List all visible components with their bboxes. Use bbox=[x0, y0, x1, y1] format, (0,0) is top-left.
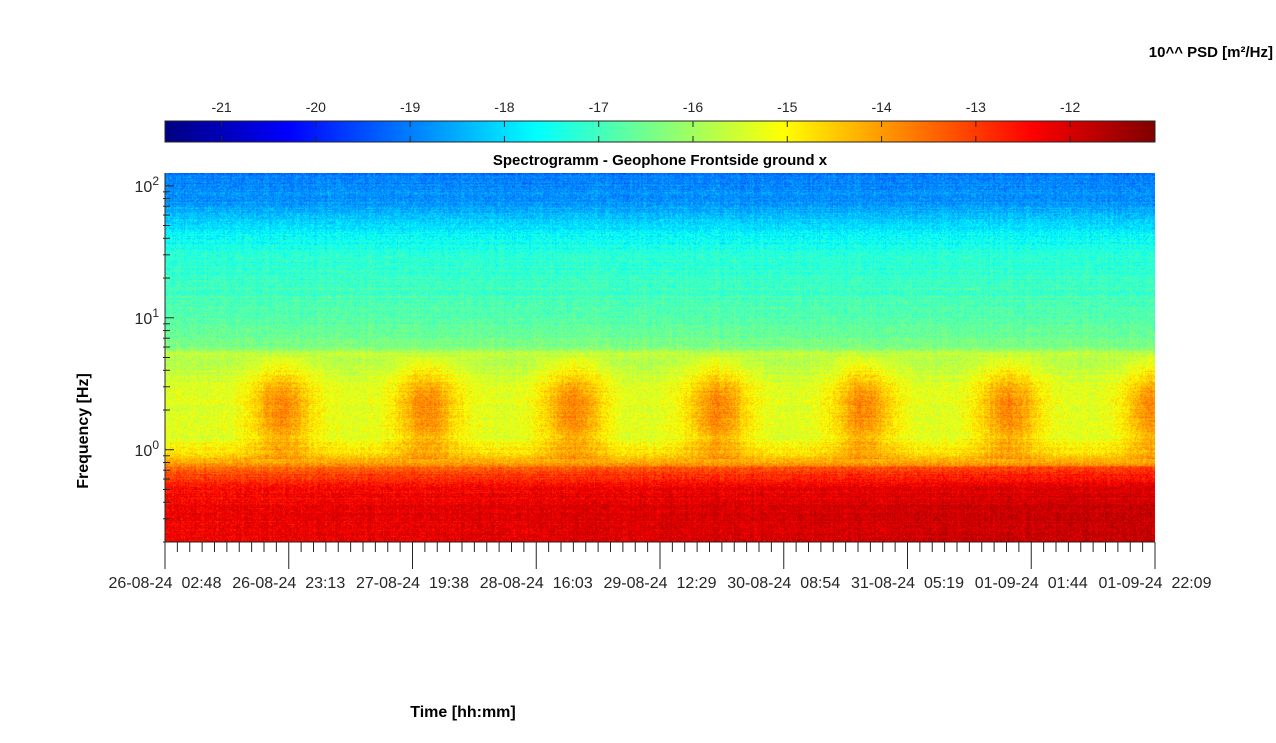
colorbar-tick-label: -19 bbox=[400, 99, 420, 115]
y-tick-label: 100 bbox=[135, 438, 160, 460]
x-tick-label: 30-08-24 08:54 bbox=[727, 575, 840, 592]
x-tick-label: 26-08-24 02:48 bbox=[109, 575, 222, 592]
y-axis-label: Frequency [Hz] bbox=[75, 373, 92, 489]
colorbar-tick-label: -18 bbox=[494, 99, 514, 115]
colorbar-label: 10^^ PSD [m²/Hz] bbox=[1149, 44, 1273, 61]
x-axis-ticks: 26-08-24 02:48 26-08-24 23:13 27-08-24 19:… bbox=[109, 542, 1212, 592]
x-tick-label: 27-08-24 19:38 bbox=[356, 575, 469, 592]
colorbar-tick-label: -12 bbox=[1060, 99, 1080, 115]
x-tick-label: 28-08-24 16:03 bbox=[480, 575, 593, 592]
colorbar-tick-label: -13 bbox=[966, 99, 986, 115]
x-tick-label: 26-08-24 23:13 bbox=[232, 575, 345, 592]
x-tick-label: 01-09-24 01:44 bbox=[975, 575, 1088, 592]
plot-area: 100 101 102 26-08-24 02:48 26-08-24 23:13 27… bbox=[109, 173, 1212, 592]
y-tick-label: 101 bbox=[135, 306, 160, 328]
y-tick-label: 102 bbox=[135, 174, 160, 196]
colorbar: 10^^ PSD [m²/Hz] -21 -20 -19 -18 -17 -16 -15 -1… bbox=[164, 44, 1273, 143]
spectrogram-heatmap bbox=[165, 173, 1155, 542]
x-tick-label: 01-09-24 22:09 bbox=[1099, 575, 1212, 592]
colorbar-gradient bbox=[164, 120, 1156, 143]
x-axis-label: Time [hh:mm] bbox=[410, 704, 515, 721]
colorbar-tick-label: -15 bbox=[777, 99, 797, 115]
colorbar-tick-label: -20 bbox=[306, 99, 326, 115]
chart-title: Spectrogramm - Geophone Frontside ground… bbox=[493, 152, 828, 169]
colorbar-tick-label: -14 bbox=[871, 99, 891, 115]
x-tick-label: 31-08-24 05:19 bbox=[851, 575, 964, 592]
x-tick-label: 29-08-24 12:29 bbox=[604, 575, 717, 592]
y-axis-ticks: 100 101 102 bbox=[135, 174, 174, 543]
colorbar-tick-label: -16 bbox=[683, 99, 703, 115]
colorbar-tick-label: -21 bbox=[211, 99, 231, 115]
colorbar-tick-label: -17 bbox=[589, 99, 609, 115]
colorbar-ticks: -21 -20 -19 -18 -17 -16 -15 -14 -13 -12 bbox=[211, 99, 1080, 142]
